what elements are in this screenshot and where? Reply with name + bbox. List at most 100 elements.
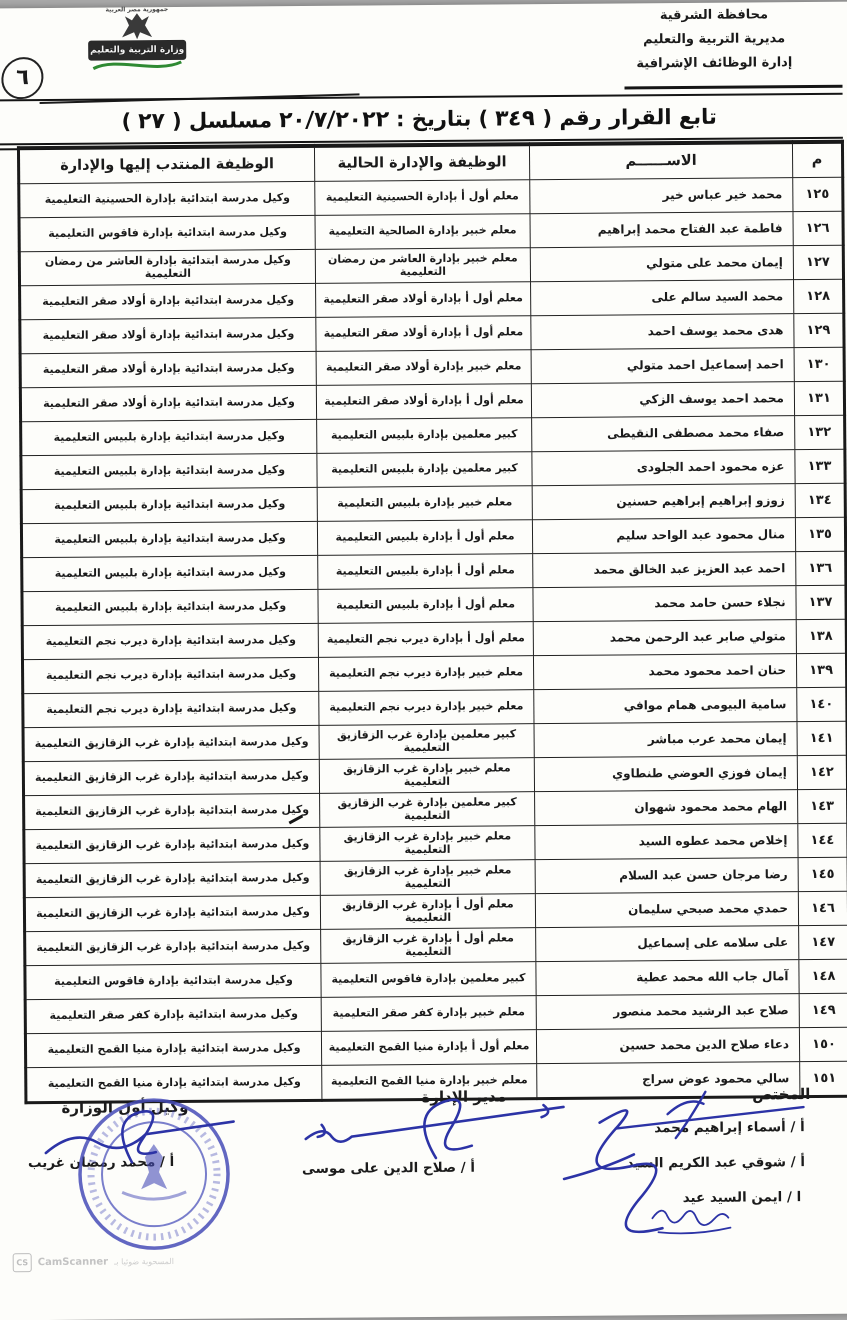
row-name: إخلاص محمد عطوه السيد (534, 823, 799, 860)
letterhead-line-department: إدارة الوظائف الإشرافية (636, 55, 793, 72)
letterhead-underline (624, 84, 843, 89)
row-seconded-position: وكيل مدرسة ابتدائية بإدارة بلبيس التعليم… (20, 419, 317, 456)
director-name: أ / صلاح الدين على موسى (301, 1159, 475, 1178)
row-current-position: معلم خبير بإدارة العاشر من رمضان التعليم… (315, 247, 531, 284)
row-number: ١٣٧ (795, 585, 847, 620)
title-part3: مسلسل ( (171, 108, 273, 134)
row-seconded-position: وكيل مدرسة ابتدائية بإدارة غرب الزقازيق … (23, 793, 320, 830)
row-current-position: معلم أول أ بإدارة غرب الزقازيق التعليمية (320, 927, 536, 964)
row-number: ١٤٥ (798, 857, 847, 892)
row-number: ١٣٩ (796, 653, 847, 688)
row-number: ١٥٠ (799, 1027, 847, 1062)
col-header-seconded-position: الوظيفة المنتدب إليها والإدارة (18, 145, 315, 184)
camscanner-brand: CamScanner (37, 1256, 109, 1269)
row-seconded-position: وكيل مدرسة ابتدائية بإدارة غرب الزقازيق … (24, 895, 321, 932)
row-seconded-position: وكيل مدرسة ابتدائية بإدارة غرب الزقازيق … (24, 929, 321, 966)
row-seconded-position: وكيل مدرسة ابتدائية بإدارة فاقوس التعليم… (19, 215, 316, 252)
row-name: حمدي محمد صبحي سليمان (535, 891, 799, 928)
row-number: ١٢٧ (793, 245, 844, 280)
row-seconded-position: وكيل مدرسة ابتدائية بإدارة أولاد صقر الت… (19, 283, 316, 320)
row-name: حنان احمد محمود محمد (533, 653, 797, 690)
row-current-position: معلم خبير بإدارة غرب الزقازيق التعليمية (319, 825, 536, 862)
camscanner-arabic-text: المسحوبة ضوئيا بـ (114, 1257, 174, 1267)
decree-number: ٣٤٩ (494, 105, 537, 131)
row-current-position: معلم أول أ بإدارة أولاد صقر التعليمية (315, 315, 532, 352)
row-number: ١٣٦ (795, 551, 846, 586)
page-serial-circle: ٦ (0, 56, 45, 100)
row-seconded-position: وكيل مدرسة ابتدائية بإدارة غرب الزقازيق … (24, 861, 321, 898)
row-seconded-position: وكيل مدرسة ابتدائية بإدارة أولاد صقر الت… (20, 351, 317, 388)
row-current-position: معلم أول أ بإدارة بلبيس التعليمية (317, 553, 533, 590)
specialist-name-3: ا / ايمن السيد عيد (682, 1189, 802, 1207)
row-number: ١٤٨ (798, 959, 847, 994)
letterhead-line-directorate: مديرية التربية والتعليم (643, 31, 786, 48)
col-header-current-position: الوظيفة والإدارة الحالية (314, 143, 530, 182)
row-name: محمد السيد سالم على (530, 279, 794, 316)
row-name: إيمان محمد عرب مباشر (533, 721, 798, 758)
ministry-emblem: جمهورية مصر العربية وزارة التربية والتعل… (85, 6, 190, 73)
row-number: ١٢٨ (793, 279, 844, 314)
row-seconded-position: وكيل مدرسة ابتدائية بإدارة غرب الزقازيق … (23, 759, 320, 796)
row-number: ١٣٠ (794, 347, 845, 382)
row-current-position: معلم خبير بإدارة غرب الزقازيق التعليمية (319, 757, 535, 794)
row-seconded-position: وكيل مدرسة ابتدائية بإدارة بلبيس التعليم… (20, 453, 318, 490)
row-seconded-position: وكيل مدرسة ابتدائية بإدارة منيا القمح ال… (25, 1031, 322, 1068)
signature-director (304, 1098, 565, 1160)
row-name: دعاء صلاح الدين محمد حسين (536, 1027, 800, 1064)
title-part2: ) بتاريخ : (396, 106, 489, 132)
camscanner-icon: CS (12, 1253, 32, 1273)
row-current-position: معلم أول أ بإدارة غرب الزقازيق التعليمية (320, 893, 536, 930)
undersecretary-name: أ / محمد رمضان غريب (27, 1154, 175, 1172)
row-number: ١٤٦ (798, 891, 847, 926)
row-name: فاطمة عبد الفتاح محمد إبراهيم (529, 211, 794, 248)
row-number: ١٢٥ (792, 177, 843, 212)
row-name: هدى محمد يوسف احمد (530, 313, 795, 350)
row-name: احمد عبد العزيز عبد الخالق محمد (532, 551, 796, 588)
row-name: محمد احمد يوسف الزكي (531, 381, 795, 418)
row-number: ١٤٠ (796, 687, 847, 722)
row-name: الهام محمد محمود شهوان (534, 789, 798, 826)
row-name: محمد خير عباس خير (529, 177, 793, 214)
row-number: ١٤٩ (799, 993, 847, 1028)
row-number: ١٤١ (796, 721, 847, 756)
row-number: ١٤٤ (797, 823, 847, 858)
row-number: ١٢٦ (792, 211, 844, 246)
row-seconded-position: وكيل مدرسة ابتدائية بإدارة كفر صقر التعل… (25, 997, 322, 1034)
row-number: ١٣٤ (795, 483, 846, 518)
specialist-label: المختص (752, 1085, 811, 1104)
director-label: مدير الإدارة (421, 1087, 507, 1107)
row-current-position: معلم خبير بإدارة ديرب نجم التعليمية (318, 655, 534, 692)
row-name: إيمان محمد على متولي (530, 245, 794, 282)
row-name: سامية البيومى همام موافي (533, 687, 797, 724)
secondment-table: م الاســــــم الوظيفة والإدارة الحالية ا… (16, 139, 847, 1105)
specialist-name-2: أ / شوقي عبد الكريم السيد (626, 1154, 806, 1172)
row-number: ١٤٣ (797, 789, 847, 824)
row-name: صلاح عبد الرشيد محمد منصور (536, 993, 800, 1030)
title-part1: تابع القرار رقم ( (542, 104, 717, 131)
row-seconded-position: وكيل مدرسة ابتدائية بإدارة غرب الزقازيق … (23, 827, 321, 864)
row-current-position: معلم خبير بإدارة كفر صقر التعليمية (321, 995, 537, 1032)
row-name: احمد إسماعيل احمد متولي (531, 347, 795, 384)
row-name: منال محمود عبد الواحد سليم (532, 517, 796, 554)
row-seconded-position: وكيل مدرسة ابتدائية بإدارة غرب الزقازيق … (23, 725, 320, 762)
row-name: متولي صابر عبد الرحمن محمد (533, 619, 797, 656)
row-number: ١٤٧ (798, 925, 847, 960)
row-name: آمال جاب الله محمد عطية (535, 959, 800, 996)
row-current-position: معلم أول أ بإدارة أولاد صقر التعليمية (316, 383, 532, 420)
decree-date: ٢٠/٧/٢٠٢٢ (278, 106, 390, 133)
row-name: صفاء محمد مصطفى النقيطى (531, 415, 795, 452)
row-number: ١٣٢ (794, 415, 845, 450)
signature-handwritten-name (651, 1209, 732, 1235)
row-current-position: كبير معلمين بإدارة غرب الزقازيق التعليمي… (319, 791, 535, 828)
undersecretary-label: وكيل أول الوزارة (61, 1097, 189, 1117)
camscanner-watermark: CS CamScanner المسحوبة ضوئيا بـ (12, 1252, 174, 1273)
row-current-position: معلم أول أ بإدارة ديرب نجم التعليمية (318, 621, 534, 658)
row-current-position: كبير معلمين بإدارة غرب الزقازيق التعليمي… (319, 723, 535, 760)
row-seconded-position: وكيل مدرسة ابتدائية بإدارة العاشر من رمض… (19, 249, 316, 286)
row-name: إيمان فوزي العوضي طنطاوي (534, 755, 798, 792)
row-name: نجلاء حسن حامد محمد (532, 585, 797, 622)
specialist-name-1: أ / أسماء إبراهيم محمد (654, 1119, 805, 1137)
emblem-caption: جمهورية مصر العربية (105, 6, 169, 14)
official-round-stamp (78, 1098, 230, 1250)
